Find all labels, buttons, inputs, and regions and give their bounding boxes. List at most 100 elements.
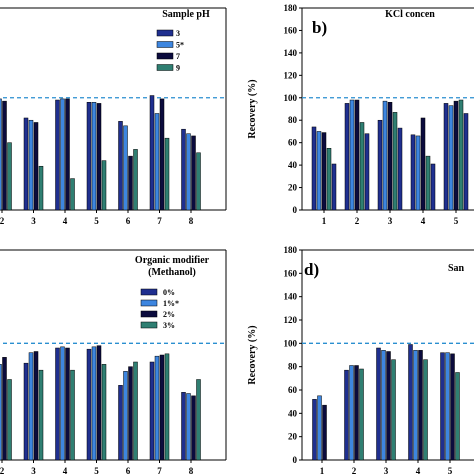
- bar: [311, 126, 317, 211]
- y-tick-label: 40: [288, 408, 298, 418]
- legend-entry: 3: [176, 29, 180, 38]
- legend-title: San: [448, 263, 465, 274]
- y-tick-label: 60: [288, 385, 298, 395]
- bar: [415, 135, 421, 211]
- bar: [326, 148, 332, 211]
- bar: [331, 163, 337, 211]
- bar: [410, 134, 416, 211]
- bar: [349, 99, 355, 211]
- legend-swatch: [140, 310, 158, 318]
- bar: [55, 99, 60, 211]
- bar: [86, 102, 92, 211]
- bar: [2, 100, 7, 211]
- x-tick-label: 4: [63, 216, 68, 226]
- legend: KCl concen: [385, 9, 435, 20]
- bar: [450, 353, 455, 461]
- bar: [154, 113, 160, 211]
- bar: [181, 128, 186, 211]
- bar: [397, 127, 403, 211]
- legend-entry: 9: [176, 64, 180, 73]
- legend-swatch: [156, 29, 174, 37]
- bar: [344, 103, 350, 211]
- legend-entry: 0%: [163, 288, 175, 297]
- bar: [386, 351, 391, 461]
- bar: [96, 345, 102, 461]
- x-tick-label: 6: [126, 466, 131, 474]
- bar: [60, 98, 65, 211]
- bar: [440, 352, 445, 461]
- bar: [382, 100, 388, 211]
- x-tick-label: 5: [94, 216, 99, 226]
- x-tick-label: 1: [322, 216, 327, 226]
- bar: [70, 369, 75, 461]
- bar: [38, 165, 44, 211]
- legend-title: Organic modifier: [135, 255, 210, 266]
- bar: [425, 155, 431, 211]
- y-tick-label: 180: [284, 3, 298, 13]
- x-tick-label: 5: [454, 216, 459, 226]
- bar: [159, 354, 165, 461]
- legend-swatch: [156, 52, 174, 60]
- bar: [91, 346, 97, 461]
- bar: [463, 113, 469, 211]
- bar: [38, 369, 44, 461]
- y-axis-label: Recovery (%): [247, 79, 258, 138]
- bar: [354, 365, 359, 461]
- bar: [445, 352, 450, 461]
- bar: [191, 135, 196, 211]
- bar: [101, 160, 107, 211]
- bar: [0, 98, 2, 211]
- x-tick-label: 7: [157, 216, 162, 226]
- bar: [448, 105, 454, 211]
- bar: [164, 353, 170, 461]
- bar: [420, 117, 426, 211]
- bar: [443, 103, 449, 211]
- x-tick-label: 3: [31, 466, 36, 474]
- y-tick-label: 120: [284, 315, 298, 325]
- bar: [359, 368, 364, 461]
- x-tick-label: 2: [355, 216, 360, 226]
- bar: [191, 395, 196, 461]
- bar: [128, 366, 133, 461]
- x-tick-label: 7: [157, 466, 162, 474]
- x-tick-label: 4: [421, 216, 426, 226]
- x-tick-label: 8: [189, 466, 194, 474]
- x-tick-label: 3: [384, 466, 389, 474]
- bar: [159, 98, 165, 211]
- chart-panel-1: 2 3 4 5 6 7 8 Sample pH 3 5* 7 9: [0, 7, 227, 226]
- legend-swatch: [156, 41, 174, 48]
- bar: [322, 404, 327, 461]
- bar: [149, 95, 155, 211]
- legend: Organic modifier(Methanol) 0% 1%* 2% 3%: [135, 255, 210, 330]
- bar: [96, 103, 102, 211]
- bar: [164, 137, 170, 211]
- legend: Sample pH 3 5* 7 9: [156, 9, 210, 73]
- panel-label: d): [304, 260, 319, 279]
- bar: [28, 352, 34, 461]
- bar: [455, 372, 460, 461]
- y-tick-label: 160: [284, 25, 298, 35]
- x-tick-label: 3: [31, 216, 36, 226]
- y-tick-label: 160: [284, 268, 298, 278]
- bar: [377, 119, 383, 211]
- legend-title: Sample pH: [162, 9, 210, 20]
- x-tick-label: 1: [320, 466, 325, 474]
- bar: [70, 178, 75, 211]
- bar: [23, 362, 29, 461]
- bar: [354, 99, 360, 211]
- chart-panel-4: 0 20 40 60 80 100 120 140 160 180 Recovery (%) 1 2 3 4…: [247, 245, 474, 474]
- legend-entry: 3%: [163, 321, 175, 330]
- y-tick-label: 140: [284, 48, 298, 58]
- bar: [123, 371, 128, 461]
- legend-swatch: [140, 299, 158, 307]
- bar: [60, 346, 65, 461]
- legend: San: [448, 263, 465, 274]
- bar: [344, 369, 349, 461]
- legend-swatch: [156, 64, 174, 71]
- x-tick-label: 2: [0, 466, 5, 474]
- bar: [33, 351, 39, 461]
- bar: [376, 347, 381, 461]
- bar: [101, 364, 107, 461]
- bar: [128, 155, 133, 211]
- bar: [423, 359, 428, 461]
